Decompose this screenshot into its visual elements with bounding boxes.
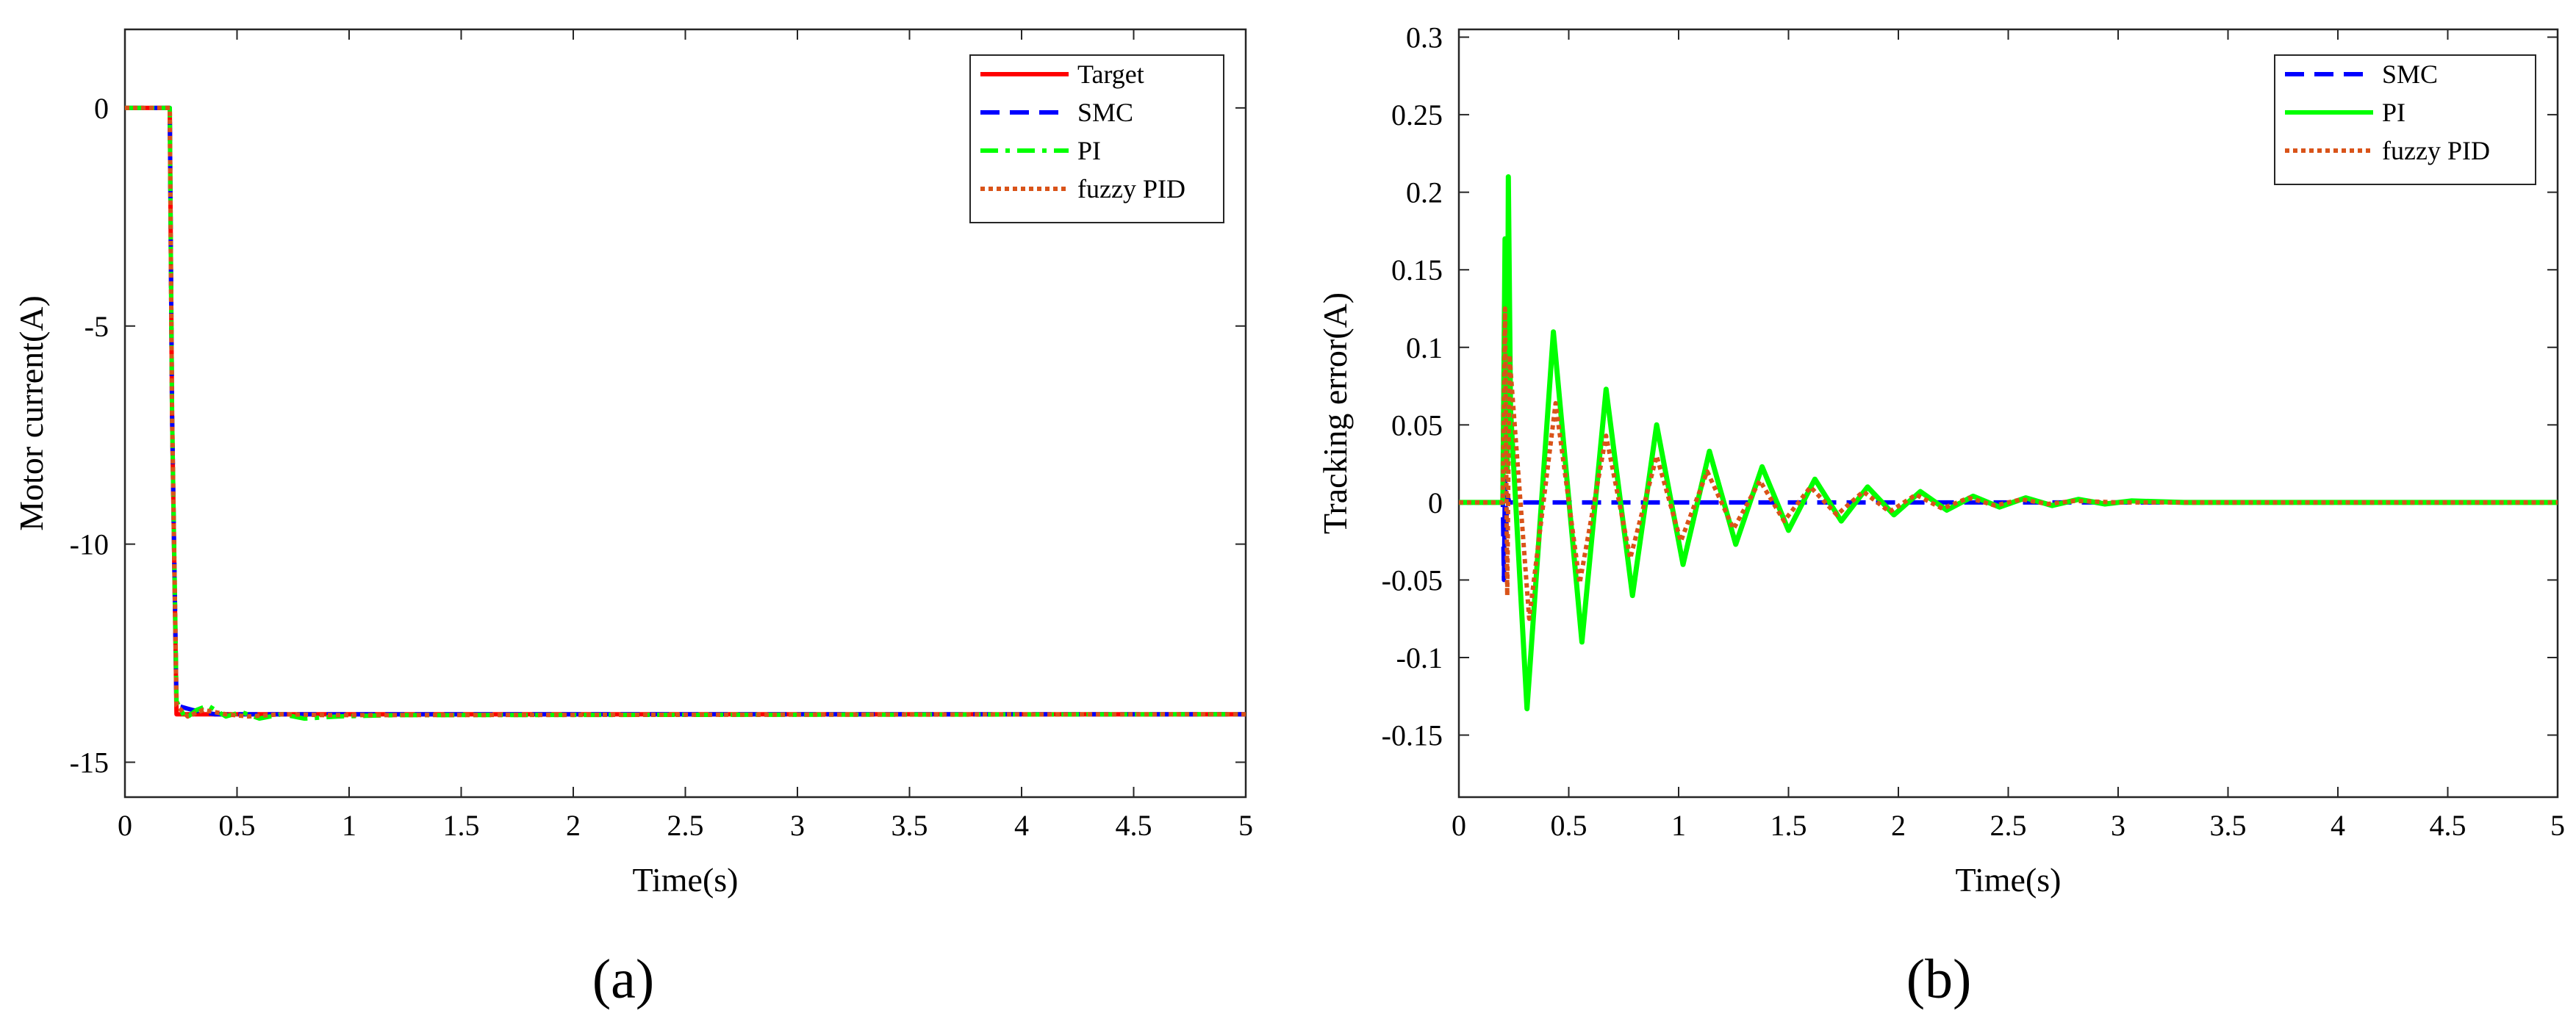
x-tick-label: 3 — [2111, 809, 2125, 842]
y-tick-label: 0.2 — [1406, 176, 1443, 209]
x-tick-label: 0 — [1452, 809, 1466, 842]
x-tick-label: 3.5 — [891, 809, 928, 842]
legend-label: Target — [1077, 60, 1144, 89]
legend-label: fuzzy PID — [1077, 174, 1185, 204]
panel-label-b: (b) — [1906, 948, 1972, 1010]
legend-label: fuzzy PID — [2382, 136, 2490, 165]
y-tick-label: -5 — [85, 310, 109, 343]
legend: Target SMC PI fuzzy PID — [969, 54, 1224, 223]
x-tick-label: 4 — [2331, 809, 2345, 842]
legend-box — [2274, 54, 2536, 185]
x-tick-label: 4.5 — [2430, 809, 2466, 842]
y-tick-label: 0.05 — [1391, 408, 1443, 442]
x-tick-label: 2 — [566, 809, 581, 842]
y-tick-label: -0.05 — [1382, 563, 1443, 597]
x-tick-label: 0.5 — [219, 809, 256, 842]
x-tick-label: 1.5 — [1770, 809, 1807, 842]
legend-label: SMC — [2382, 60, 2438, 89]
y-axis-label: Motor current(A) — [12, 295, 50, 531]
x-tick-label: 5 — [2550, 809, 2565, 842]
legend-label: SMC — [1077, 98, 1133, 127]
x-tick-label: 0.5 — [1551, 809, 1587, 842]
x-tick-label: 1.5 — [443, 809, 480, 842]
y-tick-label: 0 — [94, 92, 109, 125]
x-tick-label: 0 — [118, 809, 132, 842]
x-tick-label: 2.5 — [667, 809, 704, 842]
x-tick-label: 1 — [342, 809, 356, 842]
y-tick-label: -15 — [70, 746, 109, 779]
y-tick-label: -10 — [70, 528, 109, 561]
chart-a: 0 0.5 1 1.5 2 2.5 3 3.5 4 4.5 5 0 -5 -10 -15 Time(s) Mot… — [12, 28, 1253, 899]
series-line-smc — [1459, 469, 2558, 583]
series-line-fuzzy-pid — [1459, 306, 2558, 622]
x-tick-label: 2 — [1891, 809, 1906, 842]
x-tick-label: 3.5 — [2210, 809, 2247, 842]
x-tick-label: 4 — [1014, 809, 1029, 842]
panel-label-a: (a) — [592, 948, 654, 1010]
series-line-fuzzy-pid — [125, 105, 1246, 719]
legend-label: PI — [2382, 98, 2405, 127]
legend-box — [969, 54, 1224, 223]
x-axis-label: Time(s) — [633, 861, 739, 899]
legend-label: PI — [1077, 136, 1101, 165]
x-axis-label: Time(s) — [1956, 861, 2062, 899]
y-tick-label: 0.25 — [1391, 98, 1443, 132]
y-tick-label: -0.1 — [1396, 641, 1443, 674]
x-tick-label: 4.5 — [1116, 809, 1152, 842]
y-tick-label: -0.15 — [1382, 719, 1443, 752]
y-tick-label: 0.3 — [1406, 21, 1443, 54]
x-tick-label: 3 — [790, 809, 805, 842]
y-tick-label: 0.15 — [1391, 253, 1443, 287]
legend: SMC PI fuzzy PID — [2274, 54, 2536, 185]
x-tick-label: 5 — [1238, 809, 1253, 842]
y-tick-label: 0 — [1428, 486, 1443, 519]
x-tick-label: 2.5 — [1990, 809, 2027, 842]
y-tick-label: 0.1 — [1406, 331, 1443, 364]
x-tick-label: 1 — [1671, 809, 1686, 842]
chart-b: 0 0.5 1 1.5 2 2.5 3 3.5 4 4.5 5 -0.15 -0.1 -0.05 0 0.05… — [1316, 21, 2565, 899]
y-axis-label: Tracking error(A) — [1316, 292, 1354, 534]
